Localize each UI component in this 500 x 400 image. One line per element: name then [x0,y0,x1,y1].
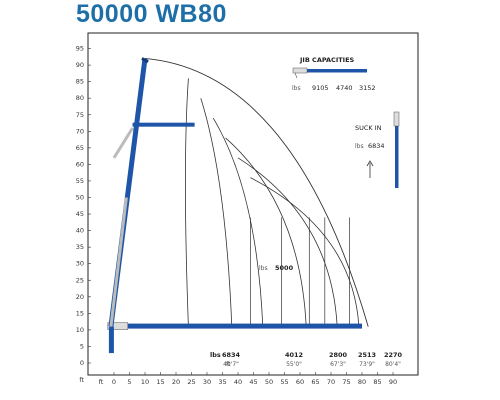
x-tick-label: 5 [127,378,131,386]
x-tick-label: 15 [156,378,164,386]
capacity-arc [185,78,189,327]
jib-title: JIB CAPACITIES [299,56,355,64]
x-axis-ticks: ft 0 5 10 15 20 25 30 35 40 45 50 55 60 65 70 75 80 85 90 [99,372,397,386]
suck-in-unit: lbs [355,143,364,150]
x-tick-label: 65 [311,378,319,386]
mid-boom [132,122,195,127]
capacity-value: 2270 [384,351,403,359]
capacity-verticals [250,217,350,327]
boom-joint [112,127,134,159]
y-tick-label: 15 [76,309,84,317]
center-value: 5000 [275,264,294,272]
capacity-arc [200,98,233,327]
y-tick-label: 55 [76,177,84,185]
y-tick-label: 5 [80,342,84,350]
x-tick-label: 60 [296,378,304,386]
y-tick-label: 20 [76,293,84,301]
capacity-arc [212,117,264,327]
jib-value-2: 4740 [336,84,353,92]
y-tick-label: 90 [76,61,84,69]
capacity-reach: 67'3" [330,361,346,368]
x-tick-label: 40 [234,378,242,386]
jib-icon [292,67,367,79]
x-tick-label: 20 [172,378,180,386]
y-tick-label: 35 [76,243,84,251]
y-tick-label: 0 [80,359,84,367]
x-tick-label: 85 [373,378,381,386]
capacity-labels: 6834 40'7" 4012 55'0" 2800 67'3" 2513 73'9" 2270… [222,351,403,368]
y-tick-label: 85 [76,78,84,86]
chart-title: 50000 WB80 [76,0,227,28]
y-tick-label: 75 [76,111,84,119]
capacity-reach: 73'9" [359,361,375,368]
x-tick-label: 50 [265,378,273,386]
suck-in-arrow [366,160,374,178]
x-tick-label: ft [99,378,104,386]
y-tick-label: 40 [76,227,84,235]
y-tick-label: 45 [76,210,84,218]
y-tick-label: 65 [76,144,84,152]
capacity-reach: 55'0" [286,361,302,368]
x-tick-label: 70 [327,378,335,386]
jib-value-1: 9105 [312,84,329,92]
y-tick-label: 25 [76,276,84,284]
turret [107,322,129,330]
capacity-arc [225,137,307,327]
boom-base-section [109,197,128,327]
x-tick-label: 90 [389,378,397,386]
x-tick-label: 45 [249,378,257,386]
y-tick-label: 95 [76,45,84,53]
capacity-arc [250,177,360,327]
x-tick-label: 0 [112,378,116,386]
capacity-value: 6834 [222,351,241,359]
y-tick-label: 60 [76,160,84,168]
suck-in-boom-icon [393,111,400,188]
capacity-value: 4012 [285,351,303,359]
capacity-value: 2800 [329,351,348,359]
capacity-reach: 80'4" [385,361,401,368]
capacity-unit-ft: ft [226,361,231,368]
x-tick-label: 25 [187,378,195,386]
crane-boom [107,57,362,354]
center-unit: lbs [259,265,268,272]
y-tick-label: 80 [76,94,84,102]
jib-unit: lbs [292,85,301,92]
x-tick-label: 30 [203,378,211,386]
x-tick-label: 55 [280,378,288,386]
y-tick-label: 30 [76,260,84,268]
x-tick-label: 75 [342,378,350,386]
x-tick-label: 10 [141,378,149,386]
horizontal-boom [107,323,362,329]
y-tick-label: 10 [76,326,84,334]
y-tick-label: ft [79,376,84,384]
boom-tip [141,57,149,64]
outer-envelope-arc [144,58,369,327]
base-post [108,326,114,354]
y-tick-label: 70 [76,127,84,135]
suck-in-title: SUCK IN [355,124,382,132]
capacity-reach: 40'7" [223,361,239,368]
suck-in-value: 6834 [368,142,385,150]
jib-value-3: 3152 [359,84,376,92]
x-tick-label: 80 [358,378,366,386]
y-tick-label: 50 [76,194,84,202]
capacity-unit-lbs: lbs [210,351,221,359]
capacity-value: 2513 [358,351,376,359]
x-tick-label: 35 [218,378,226,386]
